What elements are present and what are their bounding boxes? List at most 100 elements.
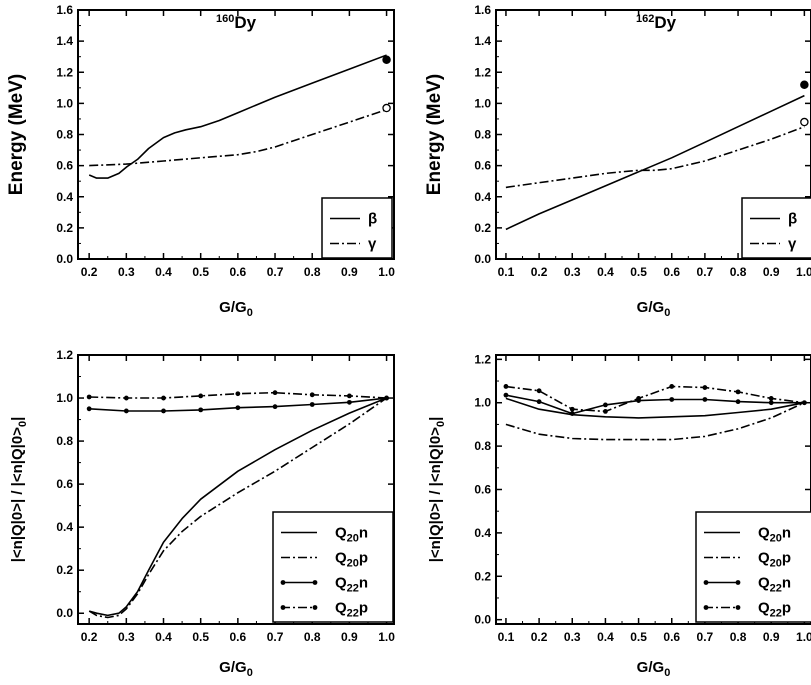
legend-swatch-dot xyxy=(280,605,286,610)
series-line-0 xyxy=(505,94,805,231)
legend-label-1: γ xyxy=(368,236,377,253)
x-tick-label: 0.6 xyxy=(663,630,680,644)
series-point-3 xyxy=(272,390,278,396)
legend-label-main: Q xyxy=(335,575,347,592)
x-tick-label: 1.0 xyxy=(796,265,811,279)
legend-swatch-dot xyxy=(312,605,318,610)
x-tick-label: 0.4 xyxy=(597,265,614,279)
series-point-3 xyxy=(569,406,575,412)
x-axis-label-main: G/G xyxy=(637,659,665,676)
x-tick-label: 0.3 xyxy=(564,630,581,644)
series-point-3 xyxy=(198,393,204,399)
series-point-2 xyxy=(123,408,129,414)
series-line-0 xyxy=(88,54,387,179)
series-group xyxy=(505,94,805,231)
legend-box xyxy=(695,511,811,623)
legend-swatch-dot xyxy=(735,580,741,585)
legend-label-sub: 20 xyxy=(347,558,359,570)
legend-label-suffix: p xyxy=(782,550,791,567)
series-line-2 xyxy=(505,394,805,415)
series-point-3 xyxy=(123,395,129,401)
x-tick-label: 0.4 xyxy=(155,630,172,644)
x-tick-label: 0.9 xyxy=(763,265,780,279)
series-point-2 xyxy=(735,399,741,405)
legend-label-main: γ xyxy=(788,236,797,253)
legend-swatch-dot xyxy=(703,580,709,585)
legend-label-main: Q xyxy=(335,600,347,617)
series-point-3 xyxy=(536,388,542,394)
y-axis-label-main: |<n|Q|0>| / |<n|Q|0> xyxy=(9,427,26,563)
legend-swatch-dot xyxy=(312,580,318,585)
x-tick-label: 0.9 xyxy=(763,630,780,644)
legend-label-sub: 22 xyxy=(770,608,782,620)
legend-label-suffix: p xyxy=(359,600,368,617)
legend-label-main: Q xyxy=(335,525,347,542)
legend-box xyxy=(741,197,811,259)
x-tick-label: 0.1 xyxy=(498,265,515,279)
x-tick-label: 0.7 xyxy=(697,630,714,644)
legend-label-suffix: n xyxy=(782,525,791,542)
legend-label-0: β xyxy=(368,211,377,228)
legend-swatch-dot xyxy=(735,605,741,610)
series-point-3 xyxy=(346,393,352,399)
series-point-3 xyxy=(503,384,509,389)
legend-label-main: β xyxy=(368,211,377,228)
experimental-point-0 xyxy=(800,80,809,89)
series-point-2 xyxy=(198,407,204,413)
y-tick-label: 0.0 xyxy=(56,252,73,266)
x-tick-label: 0.7 xyxy=(697,265,714,279)
x-tick-label: 0.6 xyxy=(663,265,680,279)
series-point-3 xyxy=(768,395,774,401)
x-tick-label: 1.0 xyxy=(378,265,395,279)
y-axis-label: |<n|Q|0>| / |<n|Q|0>0| xyxy=(9,417,29,563)
series-point-2 xyxy=(235,405,241,411)
series-point-2 xyxy=(569,411,575,416)
panel-title-mass-number: 162 xyxy=(636,13,654,25)
y-axis-label-end: | xyxy=(9,417,26,421)
series-point-2 xyxy=(768,400,774,406)
series-line-1 xyxy=(88,397,388,619)
legend-label-3: Q22p xyxy=(335,600,368,620)
legend-label-1: γ xyxy=(788,236,797,253)
x-tick-label: 0.4 xyxy=(597,630,614,644)
series-line-3 xyxy=(505,385,805,413)
panel-top-left: 0.2 0.3 0.4 0.5 0.6 0.7 0.8 0.9 1.0 0.0 0.2 0.4 0.6 0… xyxy=(6,3,395,319)
y-tick-label: 1.6 xyxy=(474,3,491,17)
y-tick-label: 1.2 xyxy=(56,65,73,79)
x-tick-label: 0.2 xyxy=(531,630,548,644)
series-point-2 xyxy=(309,402,315,407)
series-point-2 xyxy=(272,404,278,410)
y-tick-label: 0.0 xyxy=(474,252,491,266)
x-tick-label: 0.8 xyxy=(304,265,321,279)
legend-swatch-dot xyxy=(703,605,709,610)
y-tick-label: 0.2 xyxy=(474,569,491,583)
x-tick-label: 0.5 xyxy=(192,630,209,644)
y-tick-label: 0.8 xyxy=(474,439,491,453)
y-tick-label: 0.4 xyxy=(56,190,73,204)
x-axis-label-sub: 0 xyxy=(247,667,253,679)
series-point-2 xyxy=(536,399,542,405)
legend-label-main: β xyxy=(788,211,797,228)
x-axis-label-main: G/G xyxy=(637,299,665,316)
x-axis-label-sub: 0 xyxy=(247,307,253,319)
panel-title-element: Dy xyxy=(654,13,676,32)
series-group xyxy=(503,384,807,441)
y-axis-label-main: Energy (MeV) xyxy=(6,74,27,195)
x-tick-label: 0.8 xyxy=(730,265,747,279)
x-axis-label: G/G0 xyxy=(219,659,253,679)
y-tick-label: 0.4 xyxy=(474,526,491,540)
y-tick-label: 0.8 xyxy=(474,128,491,142)
legend-label-suffix: n xyxy=(782,575,791,592)
panel-title-mass-number: 160 xyxy=(216,13,234,25)
x-tick-label: 0.5 xyxy=(630,630,647,644)
x-tick-label: 0.2 xyxy=(531,265,548,279)
legend-label-2: Q22n xyxy=(758,575,791,595)
legend-label-suffix: p xyxy=(782,600,791,617)
plot-frame xyxy=(77,354,395,625)
legend-label-main: Q xyxy=(758,550,770,567)
legend-label-0: Q20n xyxy=(758,525,791,545)
experimental-point-1 xyxy=(800,117,809,127)
series-point-3 xyxy=(801,400,807,406)
experimental-point-1 xyxy=(382,103,391,113)
